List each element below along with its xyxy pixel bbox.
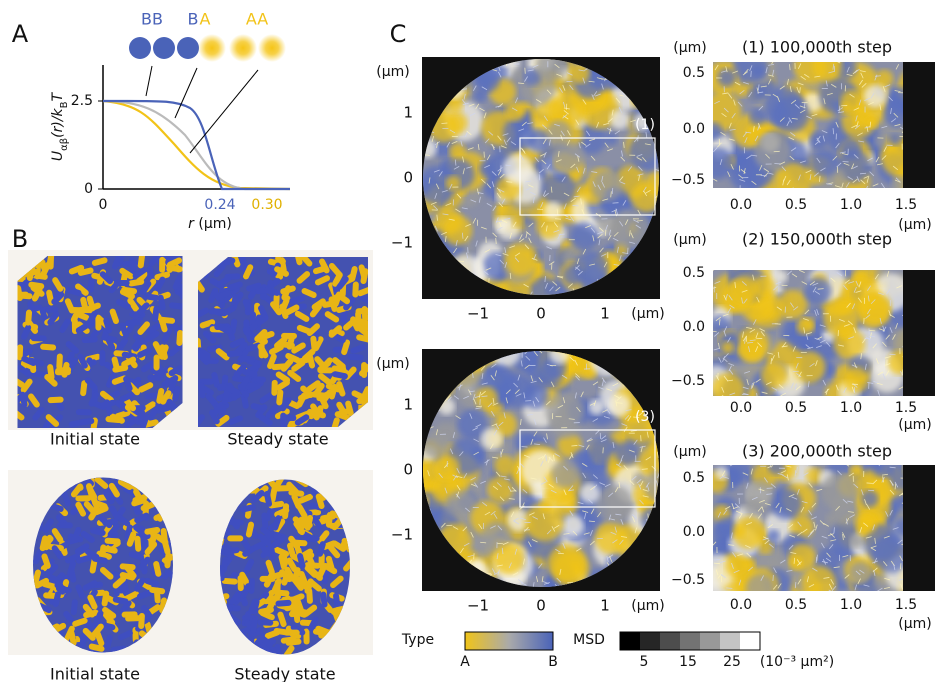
x-tick-label: 0.0 <box>730 400 752 416</box>
axis-unit: (μm) <box>631 306 664 322</box>
x-tick-label: 0.5 <box>785 400 807 416</box>
y-tick-label: −1 <box>391 526 413 544</box>
x-tick-label: 0 <box>536 305 546 323</box>
x-tick-label: 1.5 <box>895 197 917 213</box>
zoom-title: (3) 200,000th step <box>742 442 892 461</box>
caption: Initial state <box>50 665 140 683</box>
colorbar-tick: 25 <box>723 654 741 670</box>
msd-step <box>700 632 720 650</box>
axis-unit: (μm) <box>673 444 706 460</box>
msd-step <box>660 632 680 650</box>
x-tick-label: 0.5 <box>785 197 807 213</box>
y-tick-label: 0.0 <box>683 319 705 335</box>
zoom-title: (1) 100,000th step <box>742 38 892 57</box>
colorbar-title: Type <box>401 632 434 648</box>
x-tick-label: 1.0 <box>840 400 862 416</box>
panel-label: A <box>12 20 29 48</box>
x-tick-label: −1 <box>467 597 489 615</box>
caption: Steady state <box>227 430 328 449</box>
render <box>9 249 190 434</box>
axis-unit: (μm) <box>898 616 931 632</box>
x-axis-label: r (μm) <box>188 216 232 232</box>
axis-unit: (μm) <box>673 40 706 56</box>
zoom-panel <box>698 257 938 412</box>
colorbar-tick: 15 <box>679 654 697 670</box>
axis-unit: (μm) <box>376 356 409 372</box>
y-tick-label: 0 <box>84 181 93 197</box>
caption: Initial state <box>50 430 140 449</box>
y-axis-label: Uαβ(r)/kBT <box>50 91 70 161</box>
pair-label: BB <box>141 10 163 29</box>
figure: ABBBAAA2.5000.240.30Uαβ(r)/kBTr (μm)BIni… <box>0 0 938 682</box>
y-tick-label: 0.5 <box>683 470 705 486</box>
colorbars <box>465 632 760 650</box>
x-tick-label: 0 <box>99 197 108 213</box>
x-tick-label: −1 <box>467 305 489 323</box>
y-tick-label: 0.0 <box>683 121 705 137</box>
x-tick-label: 1.5 <box>895 597 917 613</box>
msd-step <box>620 632 640 650</box>
x-tick-label: 0.0 <box>730 597 752 613</box>
colorbar-end: A <box>460 654 470 670</box>
colorbar-title: MSD <box>573 632 605 648</box>
x-tick-label: 1.0 <box>840 197 862 213</box>
x-tick-label: 1 <box>600 597 610 615</box>
y-label-part: (r)/k <box>50 107 66 137</box>
panel-b <box>8 249 375 661</box>
y-tick-label: 0 <box>403 461 413 479</box>
y-tick-label: −1 <box>391 234 413 252</box>
pair-label: A <box>200 10 211 29</box>
msd-step <box>680 632 700 650</box>
type-bar <box>465 632 553 650</box>
y-tick-label: 0 <box>403 169 413 187</box>
pair-label: B <box>188 10 199 29</box>
msd-step <box>740 632 760 650</box>
x-tick-label: 0.5 <box>785 597 807 613</box>
axis-unit: (μm) <box>376 64 409 80</box>
zoom-title: (2) 150,000th step <box>742 230 892 249</box>
y-label-part: U <box>50 151 66 161</box>
axis-unit: (μm) <box>898 217 931 233</box>
x-label-part: (μm) <box>194 216 232 232</box>
y-tick-label: −0.5 <box>671 572 705 588</box>
colorbar-unit: (10⁻³ μm²) <box>760 654 834 670</box>
box-label: (3) <box>635 409 655 425</box>
axis-unit: (μm) <box>673 232 706 248</box>
map <box>403 330 677 608</box>
y-tick-label: −0.5 <box>671 373 705 389</box>
zoom-panel <box>702 50 938 202</box>
y-tick-label: 1 <box>403 396 413 414</box>
y-tick-label: 0.0 <box>683 524 705 540</box>
render <box>192 249 375 434</box>
zoom-panel <box>700 453 938 606</box>
y-tick-label: 0.5 <box>683 65 705 81</box>
x-tick-label: 1.0 <box>840 597 862 613</box>
y-tick-label: 2.5 <box>71 93 93 109</box>
y-tick-label: −0.5 <box>671 172 705 188</box>
x-tick-label: 1.5 <box>895 400 917 416</box>
x-tick-label: 0.24 <box>204 197 235 213</box>
msd-step <box>640 632 660 650</box>
panel-a <box>98 34 290 189</box>
y-label-part: T <box>50 91 66 101</box>
x-tick-label: 0.0 <box>730 197 752 213</box>
x-tick-label: 1 <box>600 305 610 323</box>
pair-label: AA <box>246 10 268 29</box>
caption: Steady state <box>234 665 335 683</box>
y-tick-label: 1 <box>403 104 413 122</box>
panel-label: B <box>12 225 28 253</box>
box-label: (1) <box>635 117 655 133</box>
colorbar-end: B <box>548 654 558 670</box>
map <box>409 43 675 314</box>
x-tick-label: 0 <box>536 597 546 615</box>
y-label-part: αβ <box>59 138 70 151</box>
panel-label: C <box>390 20 407 48</box>
axis-unit: (μm) <box>631 598 664 614</box>
msd-step <box>720 632 740 650</box>
axis-unit: (μm) <box>898 417 931 433</box>
y-tick-label: 0.5 <box>683 265 705 281</box>
x-tick-label: 0.30 <box>251 197 282 213</box>
colorbar-tick: 5 <box>640 654 649 670</box>
